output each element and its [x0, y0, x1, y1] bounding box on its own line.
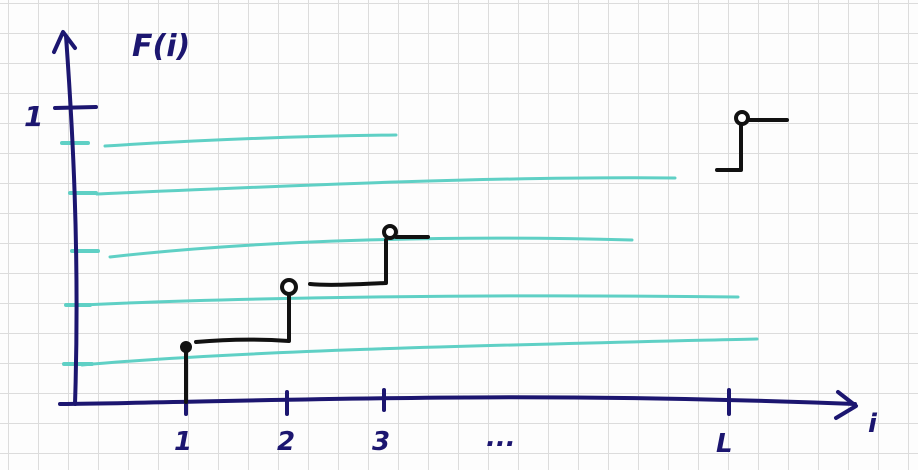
step-point-2 — [280, 278, 298, 296]
y-axis-line — [64, 34, 79, 406]
level-line-1 — [80, 337, 759, 367]
step-segment-2 — [194, 294, 291, 344]
x-axis-line — [58, 395, 857, 406]
level-line-5 — [103, 133, 398, 148]
y-top-tick — [53, 105, 98, 110]
level-line-2 — [80, 294, 740, 307]
y-top-tick-label: 1 — [24, 100, 43, 133]
level-lines — [80, 133, 759, 367]
level-line-3 — [108, 236, 634, 259]
step-point-L — [734, 110, 750, 126]
axes — [52, 30, 858, 420]
x-tick-label-L: L — [716, 429, 733, 459]
y-axis-arrowhead — [52, 30, 77, 54]
level-line-4 — [95, 176, 677, 196]
x-axis-arrowhead — [834, 390, 858, 420]
step-point-3 — [382, 224, 398, 240]
x-tick-label-3: 3 — [372, 427, 390, 457]
y-axis-label: F(i) — [132, 29, 190, 64]
step-function — [180, 110, 789, 404]
step-point-1 — [180, 341, 192, 353]
x-axis-label: i — [868, 409, 878, 439]
step-segment-3 — [308, 238, 388, 287]
step-segment-L — [715, 123, 743, 172]
x-tick-labels: 1 2 3 ... L — [174, 423, 733, 459]
y-axis-level-ticks — [60, 141, 100, 366]
x-tick-label-ellipsis: ... — [486, 423, 516, 453]
x-tick-label-2: 2 — [277, 427, 295, 457]
x-tick-label-1: 1 — [174, 427, 192, 457]
